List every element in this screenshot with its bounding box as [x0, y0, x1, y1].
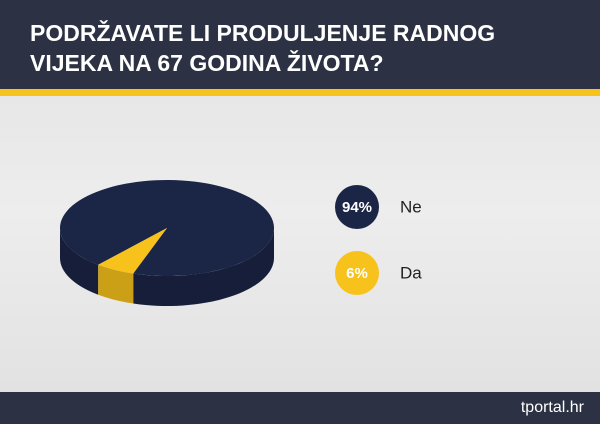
pie-side	[60, 228, 99, 295]
accent-stripe	[0, 89, 600, 96]
value-label: 94%	[342, 199, 372, 216]
footer: tportal.hr	[0, 392, 600, 424]
chart: 94% Ne 6% Da	[60, 180, 422, 306]
legend-marker	[335, 185, 379, 229]
pie-side	[98, 264, 134, 304]
pie-slice	[60, 180, 275, 276]
pie-side	[133, 228, 274, 306]
legend-marker	[335, 251, 379, 295]
header: PODRŽAVATE LI PRODULJENJE RADNOG VIJEKA …	[0, 0, 600, 89]
legend-label: Da	[400, 263, 422, 282]
chart-title: PODRŽAVATE LI PRODULJENJE RADNOG VIJEKA …	[30, 20, 496, 76]
pie-slice	[98, 228, 167, 274]
brand: tportal.hr	[520, 399, 584, 416]
legend-label: Ne	[400, 197, 422, 216]
value-label: 6%	[346, 265, 368, 282]
